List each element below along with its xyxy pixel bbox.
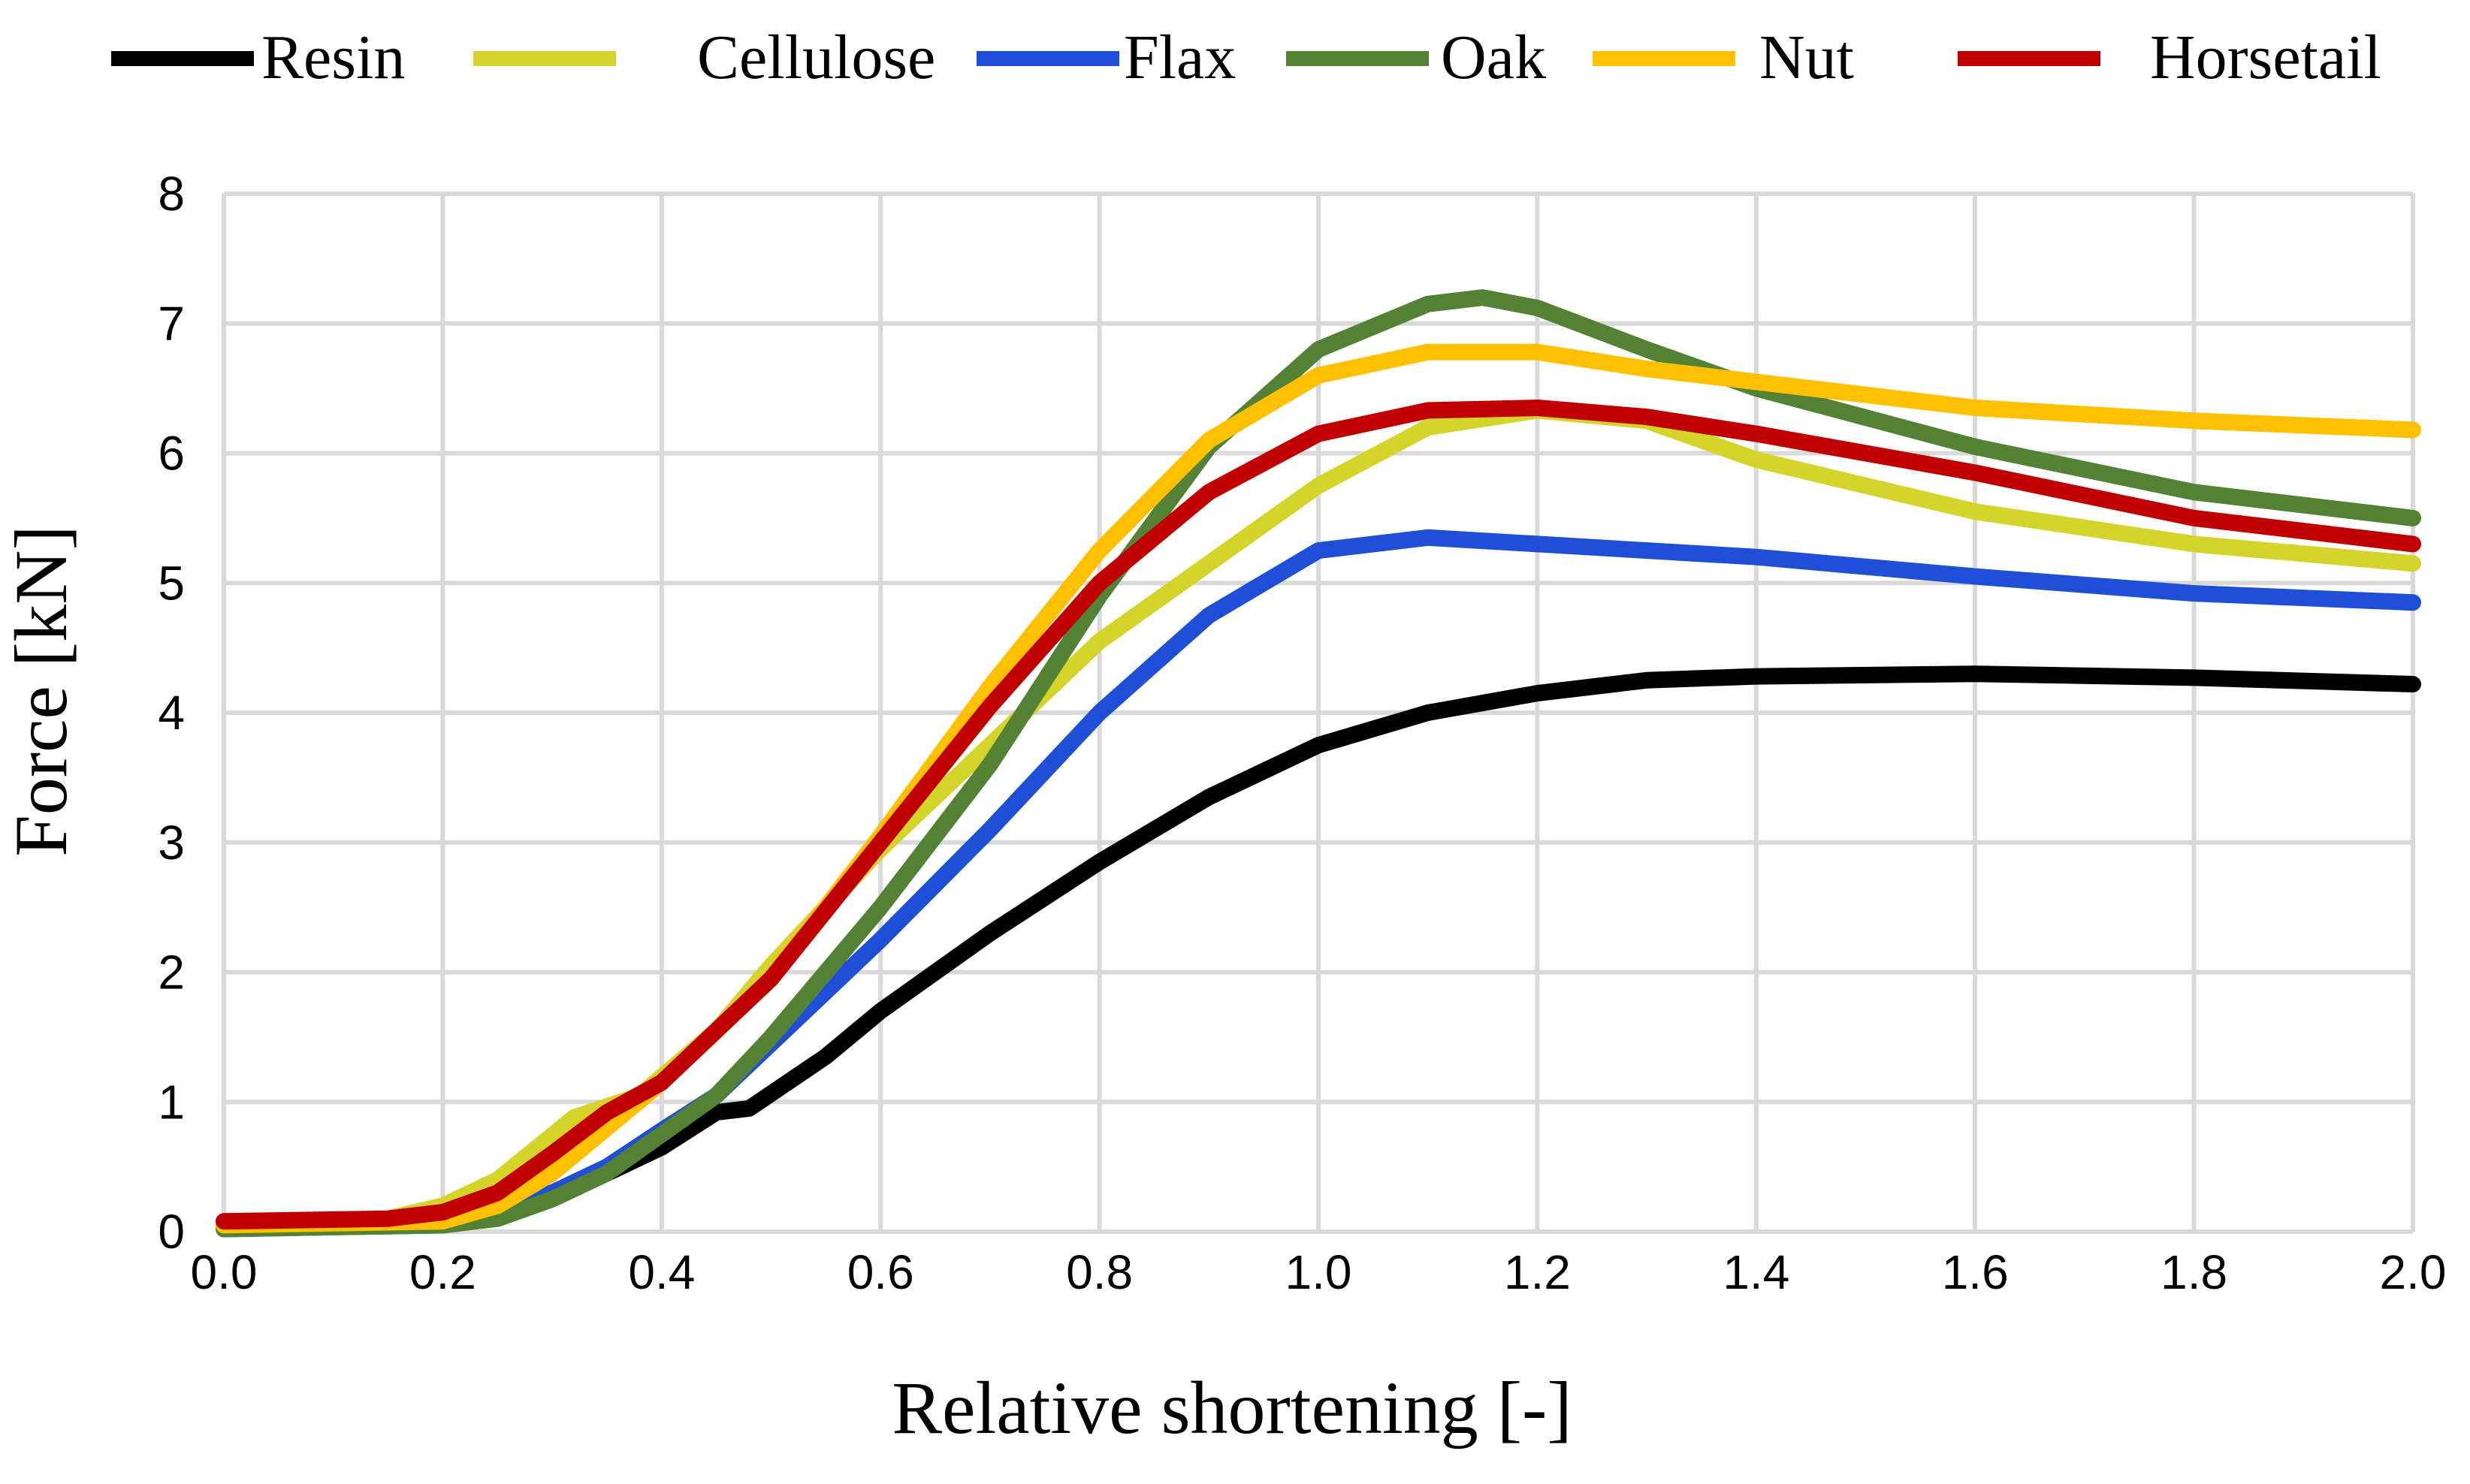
legend-label: Nut [1759, 23, 1854, 92]
x-tick-label: 1.6 [1942, 1245, 2009, 1299]
x-tick-label: 1.8 [2160, 1245, 2227, 1299]
x-axis-ticks: 0.0 0.2 0.4 0.6 0.8 1.0 1.2 1.4 1.6 1.8 2.0 [191, 1245, 2447, 1299]
series-line-cellulose [216, 402, 2421, 1234]
legend-item-horsetail: Horsetail [1958, 23, 2381, 92]
x-tick-label: 1.0 [1285, 1245, 1352, 1299]
y-tick-label: 0 [158, 1205, 185, 1259]
series-line-nut [216, 343, 2421, 1234]
y-tick-label: 7 [158, 297, 185, 351]
x-axis-label: Relative shortening [-] [892, 1366, 1572, 1449]
series-line-horsetail [216, 400, 2421, 1230]
x-tick-label: 0.6 [847, 1245, 914, 1299]
x-tick-label: 2.0 [2380, 1245, 2447, 1299]
legend-item-cellulose: Cellulose [473, 23, 935, 92]
legend-label: Flax [1124, 23, 1236, 92]
x-tick-label: 1.2 [1504, 1245, 1571, 1299]
legend-label: Oak [1441, 23, 1546, 92]
y-axis-label: Force [kN] [0, 525, 83, 857]
legend-item-nut: Nut [1593, 23, 1854, 92]
legend-label: Resin [261, 23, 405, 92]
y-tick-label: 2 [158, 946, 185, 1000]
y-tick-label: 4 [158, 686, 185, 740]
x-tick-label: 0.4 [628, 1245, 695, 1299]
y-tick-label: 1 [158, 1075, 185, 1129]
y-tick-label: 3 [158, 816, 185, 870]
legend-label: Horsetail [2150, 23, 2381, 92]
y-tick-label: 8 [158, 167, 185, 221]
legend: Resin Cellulose Flax Oak Nut Horsetail [111, 23, 2381, 92]
y-tick-label: 5 [158, 556, 185, 610]
y-tick-label: 6 [158, 427, 185, 481]
legend-item-flax: Flax [977, 23, 1236, 92]
x-tick-label: 1.4 [1723, 1245, 1789, 1299]
legend-item-oak: Oak [1286, 23, 1546, 92]
x-tick-label: 0.8 [1066, 1245, 1133, 1299]
y-axis-ticks: 0 1 2 3 4 5 6 7 8 [158, 167, 185, 1259]
legend-label: Cellulose [697, 23, 935, 92]
x-tick-label: 0.0 [191, 1245, 258, 1299]
series-group [216, 289, 2421, 1238]
legend-item-resin: Resin [111, 23, 405, 92]
x-tick-label: 0.2 [409, 1245, 476, 1299]
